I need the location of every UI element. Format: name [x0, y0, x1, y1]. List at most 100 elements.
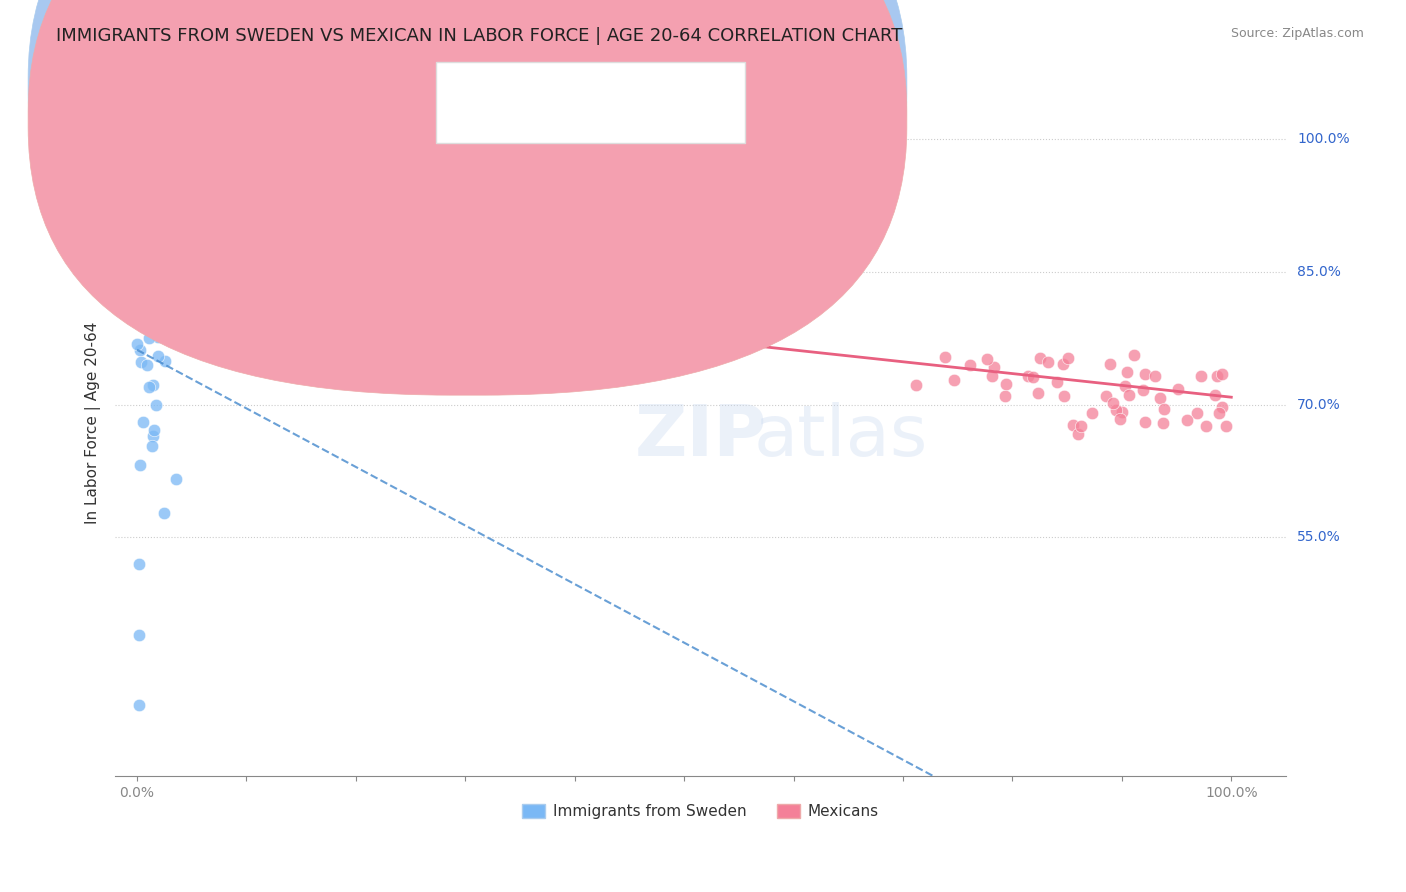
Point — [143, 424, 166, 438]
Point — [197, 301, 219, 316]
Point — [1026, 386, 1049, 401]
Point — [153, 283, 176, 297]
Point — [159, 247, 181, 261]
Point — [264, 243, 287, 257]
Point — [190, 271, 212, 285]
Point — [156, 281, 179, 295]
Point — [380, 302, 402, 317]
Point — [174, 310, 197, 325]
Point — [131, 273, 153, 287]
Point — [177, 278, 200, 293]
Point — [218, 299, 240, 313]
Point — [221, 292, 243, 306]
Point — [145, 249, 167, 263]
Point — [131, 250, 153, 264]
Text: ZIP: ZIP — [634, 402, 766, 471]
Point — [180, 282, 202, 296]
Point — [250, 258, 273, 272]
Point — [249, 302, 271, 317]
Point — [994, 389, 1017, 403]
Point — [141, 260, 163, 275]
Point — [221, 270, 243, 285]
Point — [165, 281, 187, 295]
Point — [170, 281, 193, 295]
Point — [321, 304, 343, 318]
Point — [231, 277, 253, 292]
Point — [1062, 418, 1084, 433]
Point — [135, 295, 157, 310]
Point — [381, 277, 404, 292]
Point — [1101, 396, 1123, 410]
Point — [257, 297, 280, 311]
Point — [146, 349, 169, 363]
Point — [1206, 369, 1229, 384]
Point — [269, 260, 291, 275]
Point — [1070, 419, 1092, 434]
Point — [623, 345, 645, 359]
Point — [202, 288, 225, 302]
Point — [208, 271, 231, 285]
Point — [169, 248, 191, 262]
Point — [245, 268, 267, 282]
Point — [146, 330, 169, 344]
Point — [143, 274, 166, 288]
Point — [1118, 387, 1140, 401]
Point — [1211, 400, 1233, 414]
Point — [290, 244, 312, 258]
Point — [142, 378, 165, 392]
Point — [1122, 348, 1144, 362]
Point — [311, 278, 333, 293]
Point — [240, 283, 263, 297]
Point — [136, 296, 159, 310]
Point — [153, 244, 176, 259]
Text: R =  -0.819   N = 200: R = -0.819 N = 200 — [492, 112, 683, 126]
Point — [131, 260, 153, 275]
Point — [141, 439, 163, 453]
Point — [285, 303, 308, 318]
Point — [257, 296, 280, 310]
Point — [153, 261, 176, 276]
Point — [173, 283, 195, 297]
Point — [212, 286, 235, 301]
Point — [1144, 368, 1167, 383]
Point — [162, 250, 184, 264]
Point — [1175, 413, 1198, 427]
Point — [186, 296, 208, 310]
Point — [1017, 369, 1039, 384]
Point — [167, 277, 190, 291]
Point — [138, 296, 160, 310]
Point — [174, 254, 197, 268]
Point — [253, 310, 276, 325]
Point — [174, 259, 197, 273]
Text: 100.0%: 100.0% — [1296, 132, 1350, 146]
Point — [152, 252, 174, 267]
Point — [440, 291, 463, 305]
Point — [152, 295, 174, 310]
Point — [129, 132, 152, 146]
Point — [238, 289, 260, 303]
Point — [131, 255, 153, 269]
Point — [321, 252, 343, 266]
Point — [159, 247, 181, 261]
Point — [138, 221, 160, 235]
Point — [188, 263, 211, 277]
Point — [297, 308, 319, 322]
Point — [176, 220, 198, 235]
Point — [1133, 368, 1156, 382]
Point — [134, 251, 156, 265]
Point — [1095, 389, 1118, 403]
Point — [285, 289, 308, 303]
Point — [204, 311, 226, 326]
Point — [524, 285, 547, 299]
Point — [142, 239, 165, 253]
Point — [254, 318, 277, 333]
Point — [260, 243, 283, 257]
Point — [905, 377, 928, 392]
Point — [138, 380, 160, 394]
Point — [225, 317, 247, 331]
Point — [256, 283, 278, 297]
Point — [1215, 418, 1237, 433]
Point — [167, 243, 190, 257]
Y-axis label: In Labor Force | Age 20-64: In Labor Force | Age 20-64 — [86, 321, 101, 524]
Text: 70.0%: 70.0% — [1296, 398, 1341, 411]
